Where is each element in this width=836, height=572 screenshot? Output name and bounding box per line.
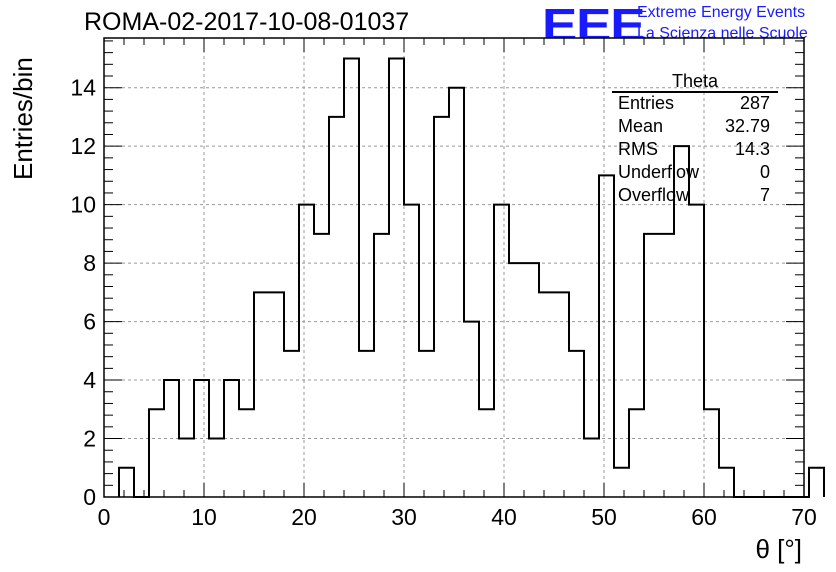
histogram-bin <box>239 409 254 497</box>
histogram-bin <box>314 234 329 497</box>
histogram-bin <box>464 322 479 497</box>
x-tick-label: 0 <box>98 504 111 530</box>
histogram-bin <box>224 380 239 497</box>
histogram-bin <box>629 409 644 497</box>
stats-key: RMS <box>618 139 658 159</box>
stats-value: 32.79 <box>724 116 770 136</box>
stats-value: 287 <box>739 93 770 113</box>
histogram-bin <box>209 439 224 497</box>
y-tick-label: 8 <box>83 250 96 276</box>
histogram-bin <box>284 351 299 497</box>
histogram-bin <box>524 263 539 497</box>
stats-row-entries: Entries 287 <box>618 93 770 115</box>
histogram-bin <box>554 292 569 497</box>
histogram-bin <box>299 205 314 497</box>
histogram-bin <box>269 292 284 497</box>
y-tick-label: 0 <box>83 484 96 510</box>
histogram-bin <box>719 468 734 497</box>
histogram-bin <box>164 380 179 497</box>
x-tick-label: 40 <box>491 504 517 530</box>
histogram-bin <box>179 439 194 497</box>
histogram-outline <box>118 57 825 498</box>
histogram-bin <box>569 351 584 497</box>
histogram-bin <box>374 234 389 497</box>
stats-value: 14.3 <box>734 139 770 159</box>
histogram-bin <box>479 409 494 497</box>
histogram-bin <box>359 351 374 497</box>
histogram-bin <box>329 117 344 497</box>
x-tick-label: 70 <box>791 504 817 530</box>
chart-title: ROMA-02-2017-10-08-01037 <box>84 8 410 36</box>
histogram-bin <box>494 205 509 497</box>
histogram-bin <box>689 205 704 497</box>
stats-key: Mean <box>618 116 664 136</box>
stats-key: Overflow <box>618 185 690 205</box>
logo-line-1: Extreme Energy Events <box>637 4 806 21</box>
y-tick-label: 6 <box>83 309 96 335</box>
axes-frame <box>103 37 805 498</box>
histogram-bin <box>584 439 599 497</box>
histogram-bin <box>614 468 629 497</box>
histogram-bin <box>149 409 164 497</box>
histogram-bin <box>449 88 464 497</box>
histogram-bin <box>119 468 134 497</box>
stats-row-overflow: Overflow 7 <box>618 185 770 207</box>
y-tick-label: 4 <box>83 367 96 393</box>
stats-box-title: Theta <box>671 71 719 91</box>
stats-row-mean: Mean 32.79 <box>618 116 770 138</box>
histogram-bin <box>509 263 524 497</box>
y-tick-label: 10 <box>70 192 96 218</box>
stats-row-rms: RMS 14.3 <box>618 139 770 161</box>
stats-key: Underflow <box>618 162 700 182</box>
x-tick-label: 30 <box>391 504 417 530</box>
stats-box-rule <box>612 91 778 93</box>
stats-value: 0 <box>759 162 770 182</box>
histogram-bin <box>539 292 554 497</box>
stats-key: Entries <box>618 93 675 113</box>
plot-area <box>104 38 804 497</box>
histogram-bin <box>344 58 359 497</box>
histogram-bin <box>644 234 659 497</box>
x-tick-label: 20 <box>291 504 317 530</box>
histogram-bin <box>659 234 674 497</box>
histogram-bin <box>704 409 719 497</box>
histogram-bin <box>389 58 404 497</box>
y-axis-label: Entries/bin <box>8 57 38 180</box>
x-tick-label: 60 <box>691 504 717 530</box>
stats-value: 7 <box>759 185 770 205</box>
y-tick-label: 14 <box>70 75 96 101</box>
y-tick-label: 12 <box>70 133 96 159</box>
histogram-bin <box>254 292 269 497</box>
stats-row-underflow: Underflow 0 <box>618 162 770 184</box>
x-tick-label: 10 <box>191 504 217 530</box>
histogram-bin <box>419 351 434 497</box>
x-axis-label: θ [°] <box>755 534 802 564</box>
x-tick-label: 50 <box>591 504 617 530</box>
y-tick-label: 2 <box>83 426 96 452</box>
histogram-bin <box>809 468 824 497</box>
histogram-bin <box>434 117 449 497</box>
histogram-bin <box>404 205 419 497</box>
histogram-bin <box>194 380 209 497</box>
histogram-bin <box>599 175 614 497</box>
